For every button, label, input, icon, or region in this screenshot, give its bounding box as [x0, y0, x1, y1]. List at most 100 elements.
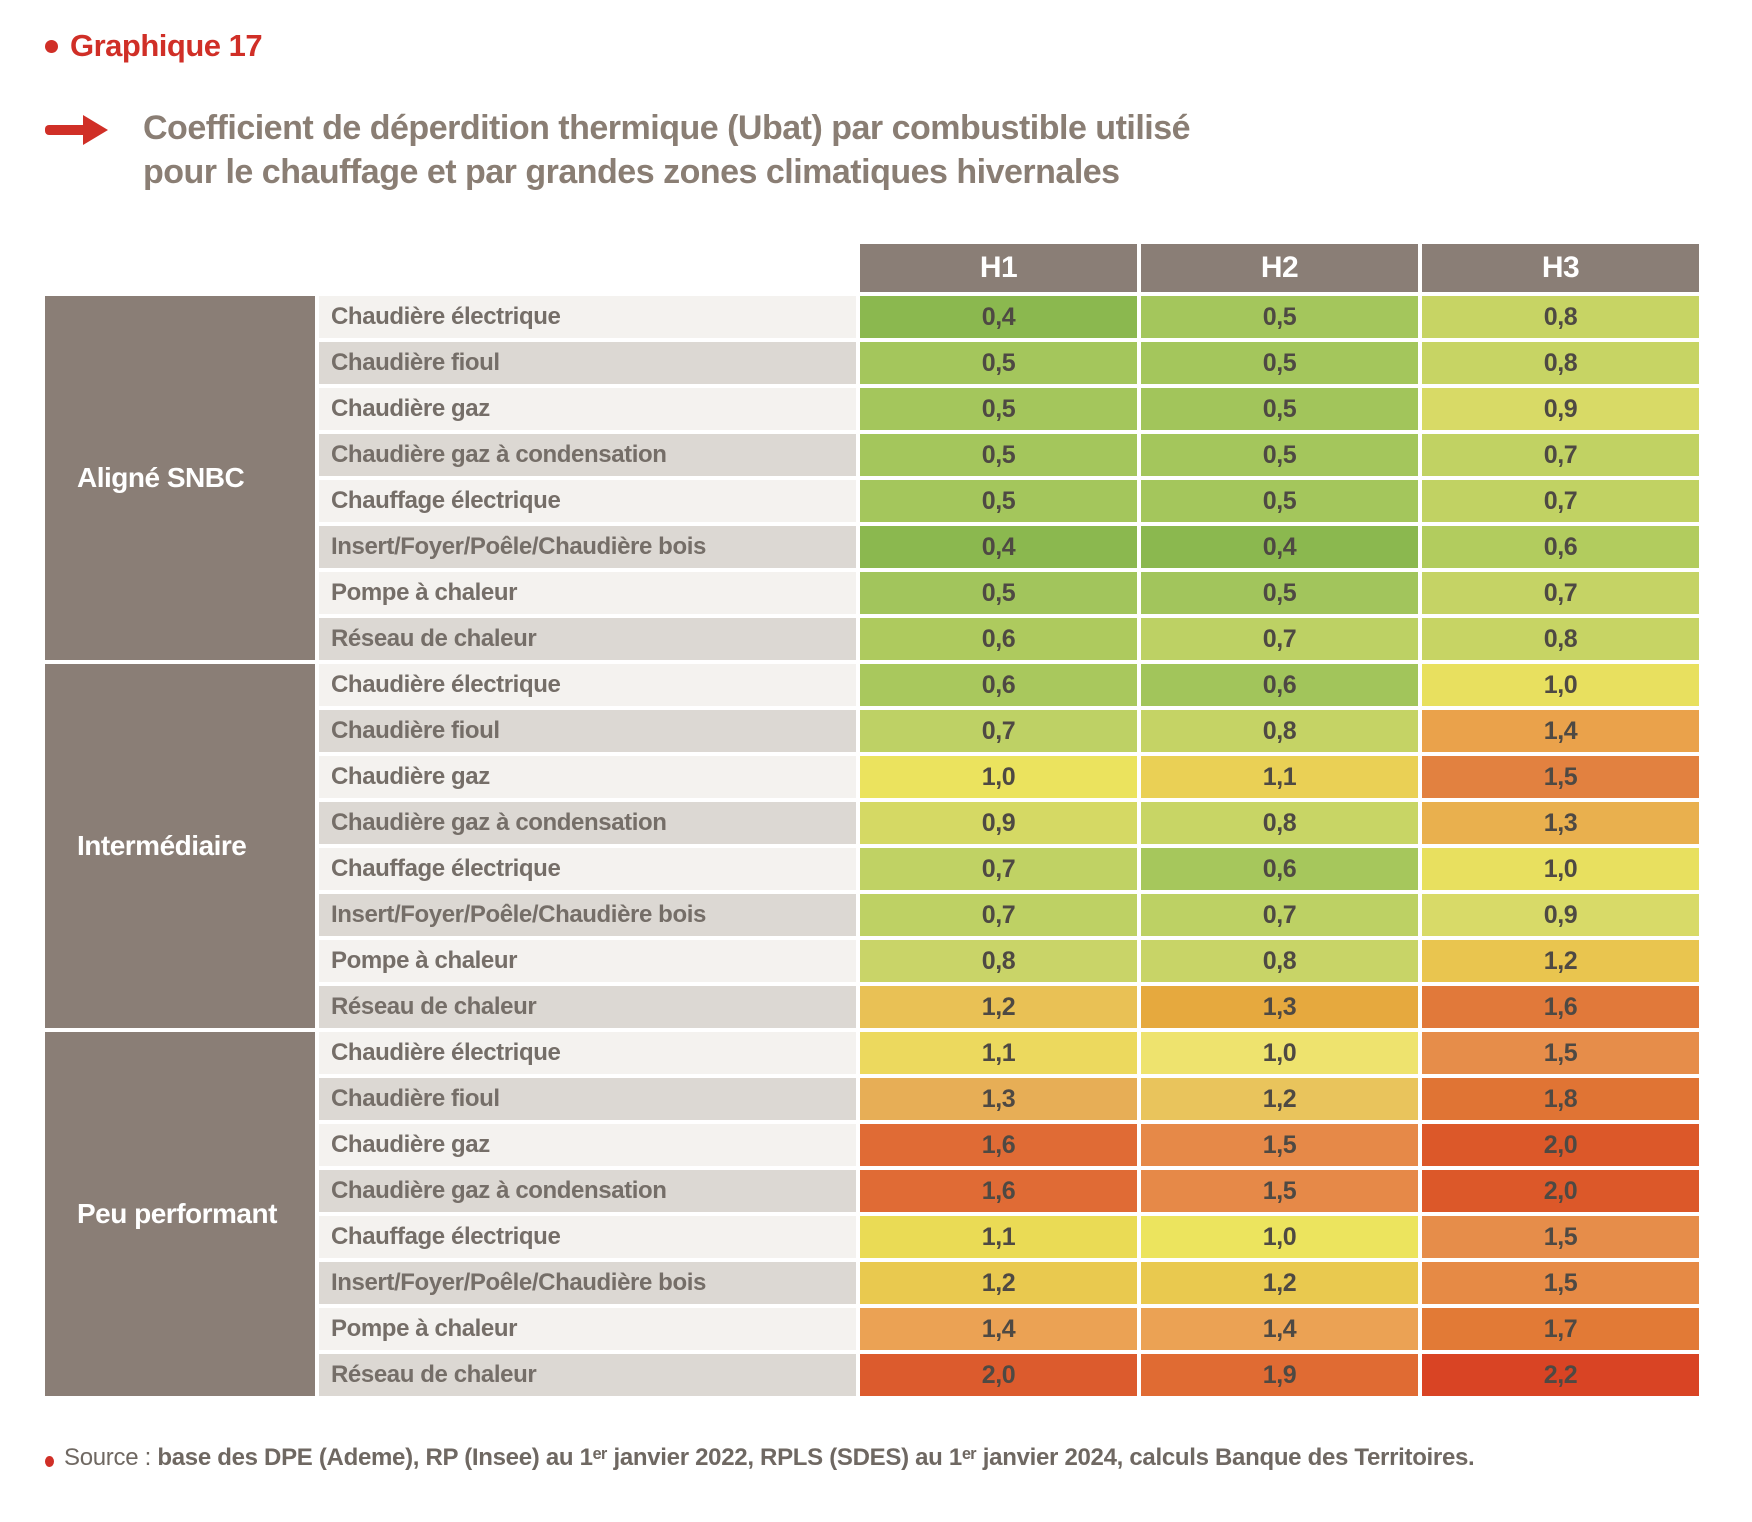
value-cell: 0,8 — [1141, 710, 1418, 752]
value-cell: 1,2 — [860, 1262, 1137, 1304]
kicker: Graphique 17 — [45, 28, 263, 64]
value-cell: 1,3 — [1141, 986, 1418, 1028]
column-header-h2: H2 — [1141, 244, 1418, 292]
row-label: Chaudière électrique — [319, 296, 856, 338]
value-cell: 0,7 — [860, 848, 1137, 890]
value-cell: 0,8 — [1141, 940, 1418, 982]
value-cell: 1,1 — [860, 1216, 1137, 1258]
row-label: Insert/Foyer/Poêle/Chaudière bois — [319, 526, 856, 568]
value-cell: 1,0 — [860, 756, 1137, 798]
column-header-h1: H1 — [860, 244, 1137, 292]
value-cell: 1,0 — [1422, 664, 1699, 706]
value-cell: 1,0 — [1422, 848, 1699, 890]
value-cell: 0,4 — [1141, 526, 1418, 568]
value-cell: 0,8 — [1422, 296, 1699, 338]
value-cell: 0,5 — [1141, 434, 1418, 476]
value-cell: 2,2 — [1422, 1354, 1699, 1396]
value-cell: 1,5 — [1141, 1124, 1418, 1166]
column-header-h3: H3 — [1422, 244, 1699, 292]
value-cell: 1,4 — [1141, 1308, 1418, 1350]
row-label: Pompe à chaleur — [319, 940, 856, 982]
value-cell: 0,7 — [1141, 618, 1418, 660]
row-label: Chauffage électrique — [319, 480, 856, 522]
value-cell: 0,7 — [1141, 894, 1418, 936]
value-cell: 0,6 — [1141, 848, 1418, 890]
value-cell: 1,1 — [1141, 756, 1418, 798]
row-label: Insert/Foyer/Poêle/Chaudière bois — [319, 1262, 856, 1304]
row-label: Réseau de chaleur — [319, 1354, 856, 1396]
row-label: Chaudière gaz — [319, 756, 856, 798]
value-cell: 1,6 — [860, 1170, 1137, 1212]
value-cell: 1,2 — [1141, 1078, 1418, 1120]
value-cell: 1,7 — [1422, 1308, 1699, 1350]
value-cell: 0,5 — [1141, 480, 1418, 522]
value-cell: 0,4 — [860, 526, 1137, 568]
value-cell: 0,7 — [1422, 480, 1699, 522]
value-cell: 1,4 — [860, 1308, 1137, 1350]
value-cell: 1,5 — [1422, 1032, 1699, 1074]
value-cell: 1,3 — [860, 1078, 1137, 1120]
ubat-table: H1 H2 H3 Aligné SNBC Chaudière électrique 0,4… — [45, 244, 1699, 1396]
value-cell: 0,5 — [1141, 342, 1418, 384]
value-cell: 0,4 — [860, 296, 1137, 338]
value-cell: 2,0 — [1422, 1124, 1699, 1166]
row-label: Pompe à chaleur — [319, 572, 856, 614]
value-cell: 0,5 — [860, 342, 1137, 384]
value-cell: 0,9 — [860, 802, 1137, 844]
row-label: Chaudière gaz — [319, 1124, 856, 1166]
row-label: Chaudière fioul — [319, 710, 856, 752]
value-cell: 1,4 — [1422, 710, 1699, 752]
value-cell: 1,0 — [1141, 1216, 1418, 1258]
value-cell: 0,6 — [1141, 664, 1418, 706]
value-cell: 0,7 — [860, 894, 1137, 936]
row-label: Chaudière gaz à condensation — [319, 434, 856, 476]
source-label: Source : — [64, 1444, 151, 1471]
value-cell: 0,9 — [1422, 388, 1699, 430]
chart-title-line1: Coefficient de déperdition thermique (Ub… — [143, 109, 1191, 147]
value-cell: 2,0 — [1422, 1170, 1699, 1212]
value-cell: 1,5 — [1422, 756, 1699, 798]
value-cell: 0,8 — [860, 940, 1137, 982]
value-cell: 0,5 — [860, 388, 1137, 430]
value-cell: 0,6 — [860, 618, 1137, 660]
value-cell: 0,7 — [1422, 572, 1699, 614]
red-arrow-icon — [45, 115, 108, 145]
value-cell: 1,9 — [1141, 1354, 1418, 1396]
title-block: Coefficient de déperdition thermique (Ub… — [45, 106, 1191, 194]
source-line: Source : base des DPE (Ademe), RP (Insee… — [45, 1444, 1475, 1472]
value-cell: 0,8 — [1422, 342, 1699, 384]
group-cell: Peu performant — [45, 1032, 315, 1396]
value-cell: 0,6 — [1422, 526, 1699, 568]
value-cell: 1,5 — [1422, 1216, 1699, 1258]
value-cell: 2,0 — [860, 1354, 1137, 1396]
row-label: Chaudière électrique — [319, 664, 856, 706]
red-bullet-icon — [45, 1455, 54, 1467]
value-cell: 0,7 — [1422, 434, 1699, 476]
value-cell: 0,5 — [1141, 296, 1418, 338]
value-cell: 0,8 — [1141, 802, 1418, 844]
source-body: base des DPE (Ademe), RP (Insee) au 1ᵉʳ … — [157, 1444, 1475, 1471]
value-cell: 1,1 — [860, 1032, 1137, 1074]
value-cell: 1,5 — [1422, 1262, 1699, 1304]
red-bullet-icon — [45, 39, 58, 53]
chart-title-line2: pour le chauffage et par grandes zones c… — [143, 153, 1120, 191]
source-text: Source : base des DPE (Ademe), RP (Insee… — [64, 1444, 1475, 1472]
row-label: Pompe à chaleur — [319, 1308, 856, 1350]
kicker-label: Graphique 17 — [70, 28, 263, 63]
value-cell: 0,8 — [1422, 618, 1699, 660]
row-label: Chaudière gaz — [319, 388, 856, 430]
chart-title: Coefficient de déperdition thermique (Ub… — [143, 106, 1191, 194]
value-cell: 0,9 — [1422, 894, 1699, 936]
row-label: Chaudière fioul — [319, 342, 856, 384]
value-cell: 0,5 — [1141, 572, 1418, 614]
row-label: Chauffage électrique — [319, 1216, 856, 1258]
value-cell: 1,0 — [1141, 1032, 1418, 1074]
value-cell: 0,5 — [1141, 388, 1418, 430]
value-cell: 1,2 — [1422, 940, 1699, 982]
row-label: Réseau de chaleur — [319, 618, 856, 660]
value-cell: 0,5 — [860, 480, 1137, 522]
value-cell: 1,6 — [1422, 986, 1699, 1028]
row-label: Chauffage électrique — [319, 848, 856, 890]
value-cell: 0,5 — [860, 572, 1137, 614]
